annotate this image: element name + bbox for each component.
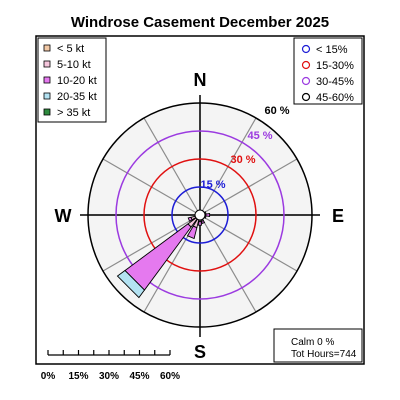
compass-west: W: [55, 206, 72, 226]
ring-legend-label: 45-60%: [316, 92, 354, 104]
compass-south: S: [194, 342, 206, 362]
info-box-frame: [273, 328, 363, 363]
scale-label: 0%: [41, 371, 56, 382]
sector-bar: [197, 221, 203, 226]
ring-45: [115, 130, 285, 300]
speed-swatch: [43, 92, 51, 100]
chart-title: Windrose Casement December 2025: [71, 14, 329, 31]
ring-30: [143, 158, 257, 272]
speed-legend-label: > 35 kt: [57, 107, 90, 119]
ring-label: 45 %: [247, 130, 272, 142]
ring-legend: < 15% 15-30% 30-45% 45-60%: [293, 37, 363, 105]
ring-label: 60 %: [264, 105, 289, 117]
scale-label: 60%: [160, 371, 180, 382]
scale-bar: 0% 15% 30% 45% 60%: [41, 350, 180, 382]
compass-north: N: [194, 70, 207, 90]
ring-15: [171, 186, 229, 244]
rose-area: 15 % 30 % 45 % 60 %: [80, 95, 320, 337]
scale-label: 45%: [129, 371, 149, 382]
ring-swatch: [301, 44, 311, 54]
ring-label: 30 %: [230, 154, 255, 166]
scale-label: 15%: [68, 371, 88, 382]
ring-label: 15 %: [200, 179, 225, 191]
ring-legend-label: 30-45%: [316, 76, 354, 88]
ring-legend-label: 15-30%: [316, 60, 354, 72]
speed-legend-label: < 5 kt: [57, 43, 84, 55]
speed-swatch: [43, 108, 51, 116]
info-box: Calm 0 % Tot Hours=744: [273, 328, 363, 363]
speed-legend-label: 10-20 kt: [57, 75, 97, 87]
sector-bar: [116, 269, 146, 299]
sector-bar: [187, 216, 193, 222]
speed-legend-label: 20-35 kt: [57, 91, 97, 103]
ring-swatch: [301, 60, 311, 70]
sector-bar: [205, 213, 211, 217]
ring-swatch: [301, 92, 311, 102]
speed-swatch: [43, 76, 51, 84]
speed-legend-label: 5-10 kt: [57, 59, 91, 71]
ring-legend-label: < 15%: [316, 44, 348, 56]
scale-label: 30%: [99, 371, 119, 382]
tot-hours-label: Tot Hours=744: [291, 349, 357, 360]
calm-center: [194, 209, 206, 221]
speed-swatch: [43, 60, 51, 68]
sector-bar: [186, 225, 198, 240]
sector-bar: [201, 220, 206, 225]
speed-legend: < 5 kt 5-10 kt 10-20 kt 20-35 kt > 35 kt: [37, 37, 107, 123]
ring-swatch: [301, 76, 311, 86]
compass-east: E: [332, 206, 344, 226]
ring-60: [87, 102, 313, 328]
speed-swatch: [43, 44, 51, 52]
plot-frame: [35, 35, 365, 365]
calm-label: Calm 0 %: [291, 337, 334, 348]
